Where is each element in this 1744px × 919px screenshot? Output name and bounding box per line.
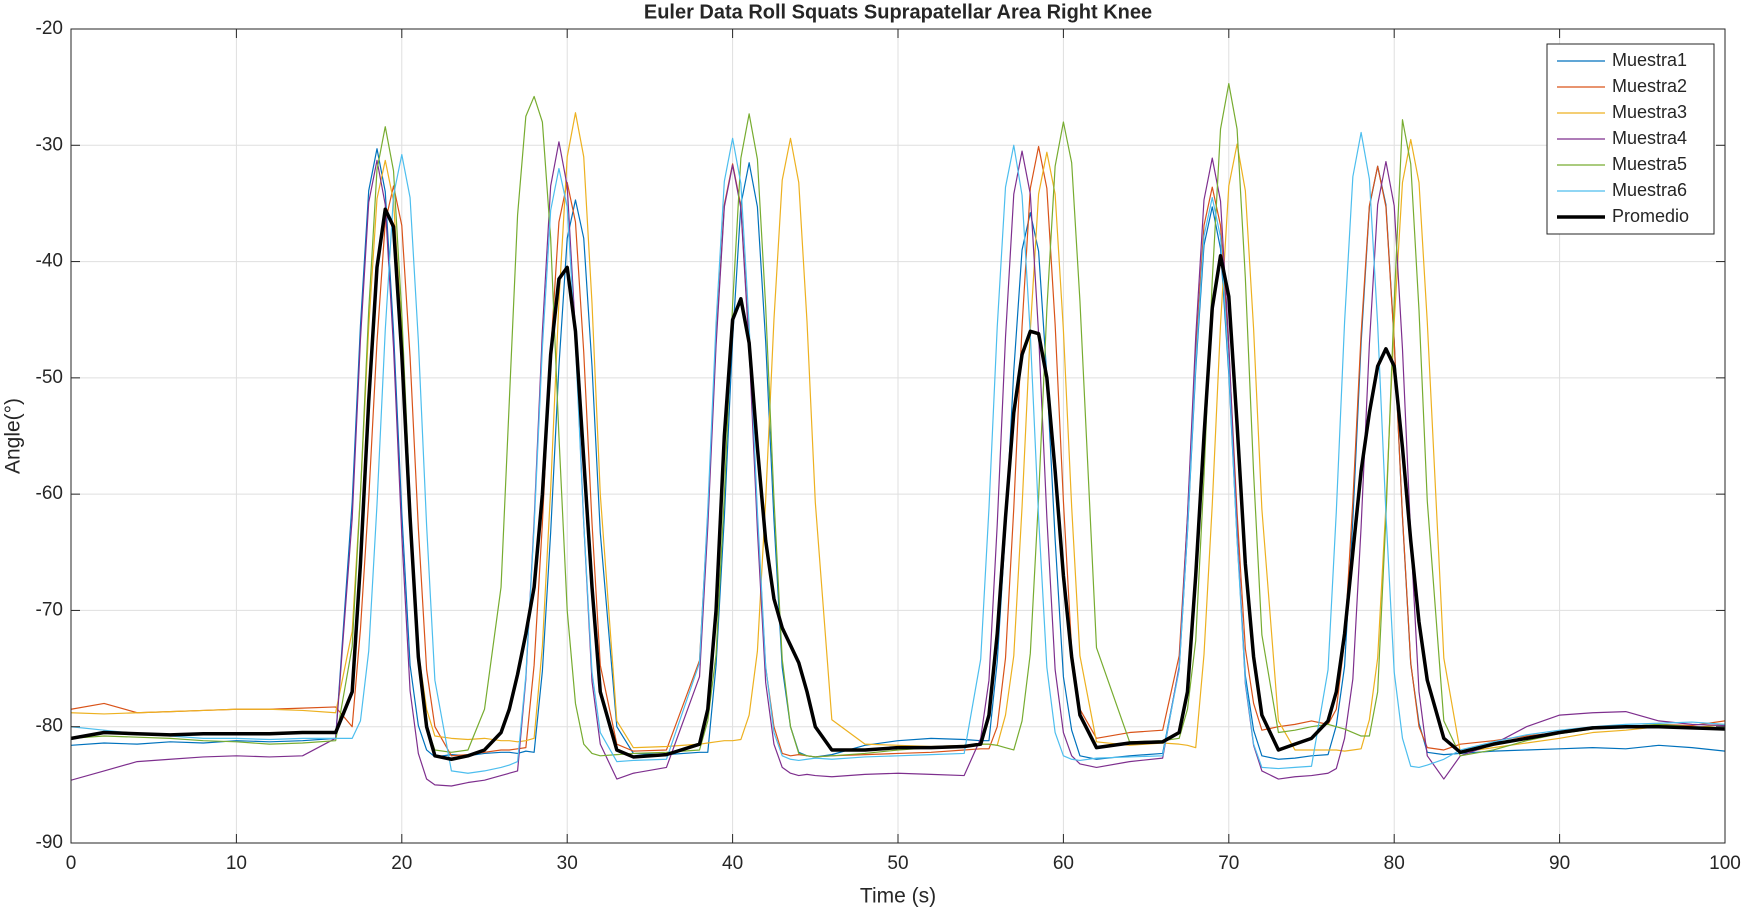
y-tick-label: -50 bbox=[36, 367, 63, 388]
series-line bbox=[71, 148, 1725, 760]
y-tick-label: -30 bbox=[36, 134, 63, 155]
x-axis-label: Time (s) bbox=[860, 885, 936, 908]
y-tick-label: -20 bbox=[36, 18, 63, 39]
x-tick-label: 0 bbox=[66, 853, 77, 874]
x-tick-label: 90 bbox=[1549, 853, 1570, 874]
legend-label: Muestra4 bbox=[1612, 128, 1687, 148]
legend-label: Muestra3 bbox=[1612, 102, 1687, 122]
y-tick-label: -40 bbox=[36, 251, 63, 272]
series-line bbox=[71, 141, 1725, 787]
legend-label: Promedio bbox=[1612, 206, 1689, 226]
x-tick-label: 40 bbox=[722, 853, 743, 874]
y-tick-label: -60 bbox=[36, 483, 63, 504]
legend: Muestra1 Muestra2 Muestra3 Muestra4 Muestra5… bbox=[1546, 43, 1715, 235]
series-line bbox=[71, 112, 1725, 753]
x-tick-label: 50 bbox=[887, 853, 908, 874]
x-tick-label: 80 bbox=[1384, 853, 1405, 874]
legend-label: Muestra5 bbox=[1612, 154, 1687, 174]
x-tick-label: 100 bbox=[1709, 853, 1741, 874]
x-tick-label: 70 bbox=[1218, 853, 1239, 874]
x-tick-label: 30 bbox=[557, 853, 578, 874]
x-tick-label: 60 bbox=[1053, 853, 1074, 874]
legend-label: Muestra2 bbox=[1612, 76, 1687, 96]
ticks: 0 10 20 30 40 50 60 70 80 90 100 -90 -80 -70 -60 -50 -40… bbox=[36, 18, 1741, 874]
chart-title: Euler Data Roll Squats Suprapatellar Are… bbox=[644, 1, 1152, 23]
legend-label: Muestra1 bbox=[1612, 50, 1687, 70]
x-tick-label: 20 bbox=[391, 853, 412, 874]
series-line bbox=[71, 131, 1725, 774]
x-tick-label: 10 bbox=[226, 853, 247, 874]
y-axis-label: Angle(°) bbox=[2, 398, 25, 474]
y-tick-label: -80 bbox=[36, 716, 63, 737]
series-line bbox=[71, 145, 1725, 758]
series-lines bbox=[71, 83, 1725, 787]
y-tick-label: -90 bbox=[36, 832, 63, 853]
legend-label: Muestra6 bbox=[1612, 180, 1687, 200]
y-tick-label: -70 bbox=[36, 599, 63, 620]
series-line bbox=[71, 207, 1725, 762]
